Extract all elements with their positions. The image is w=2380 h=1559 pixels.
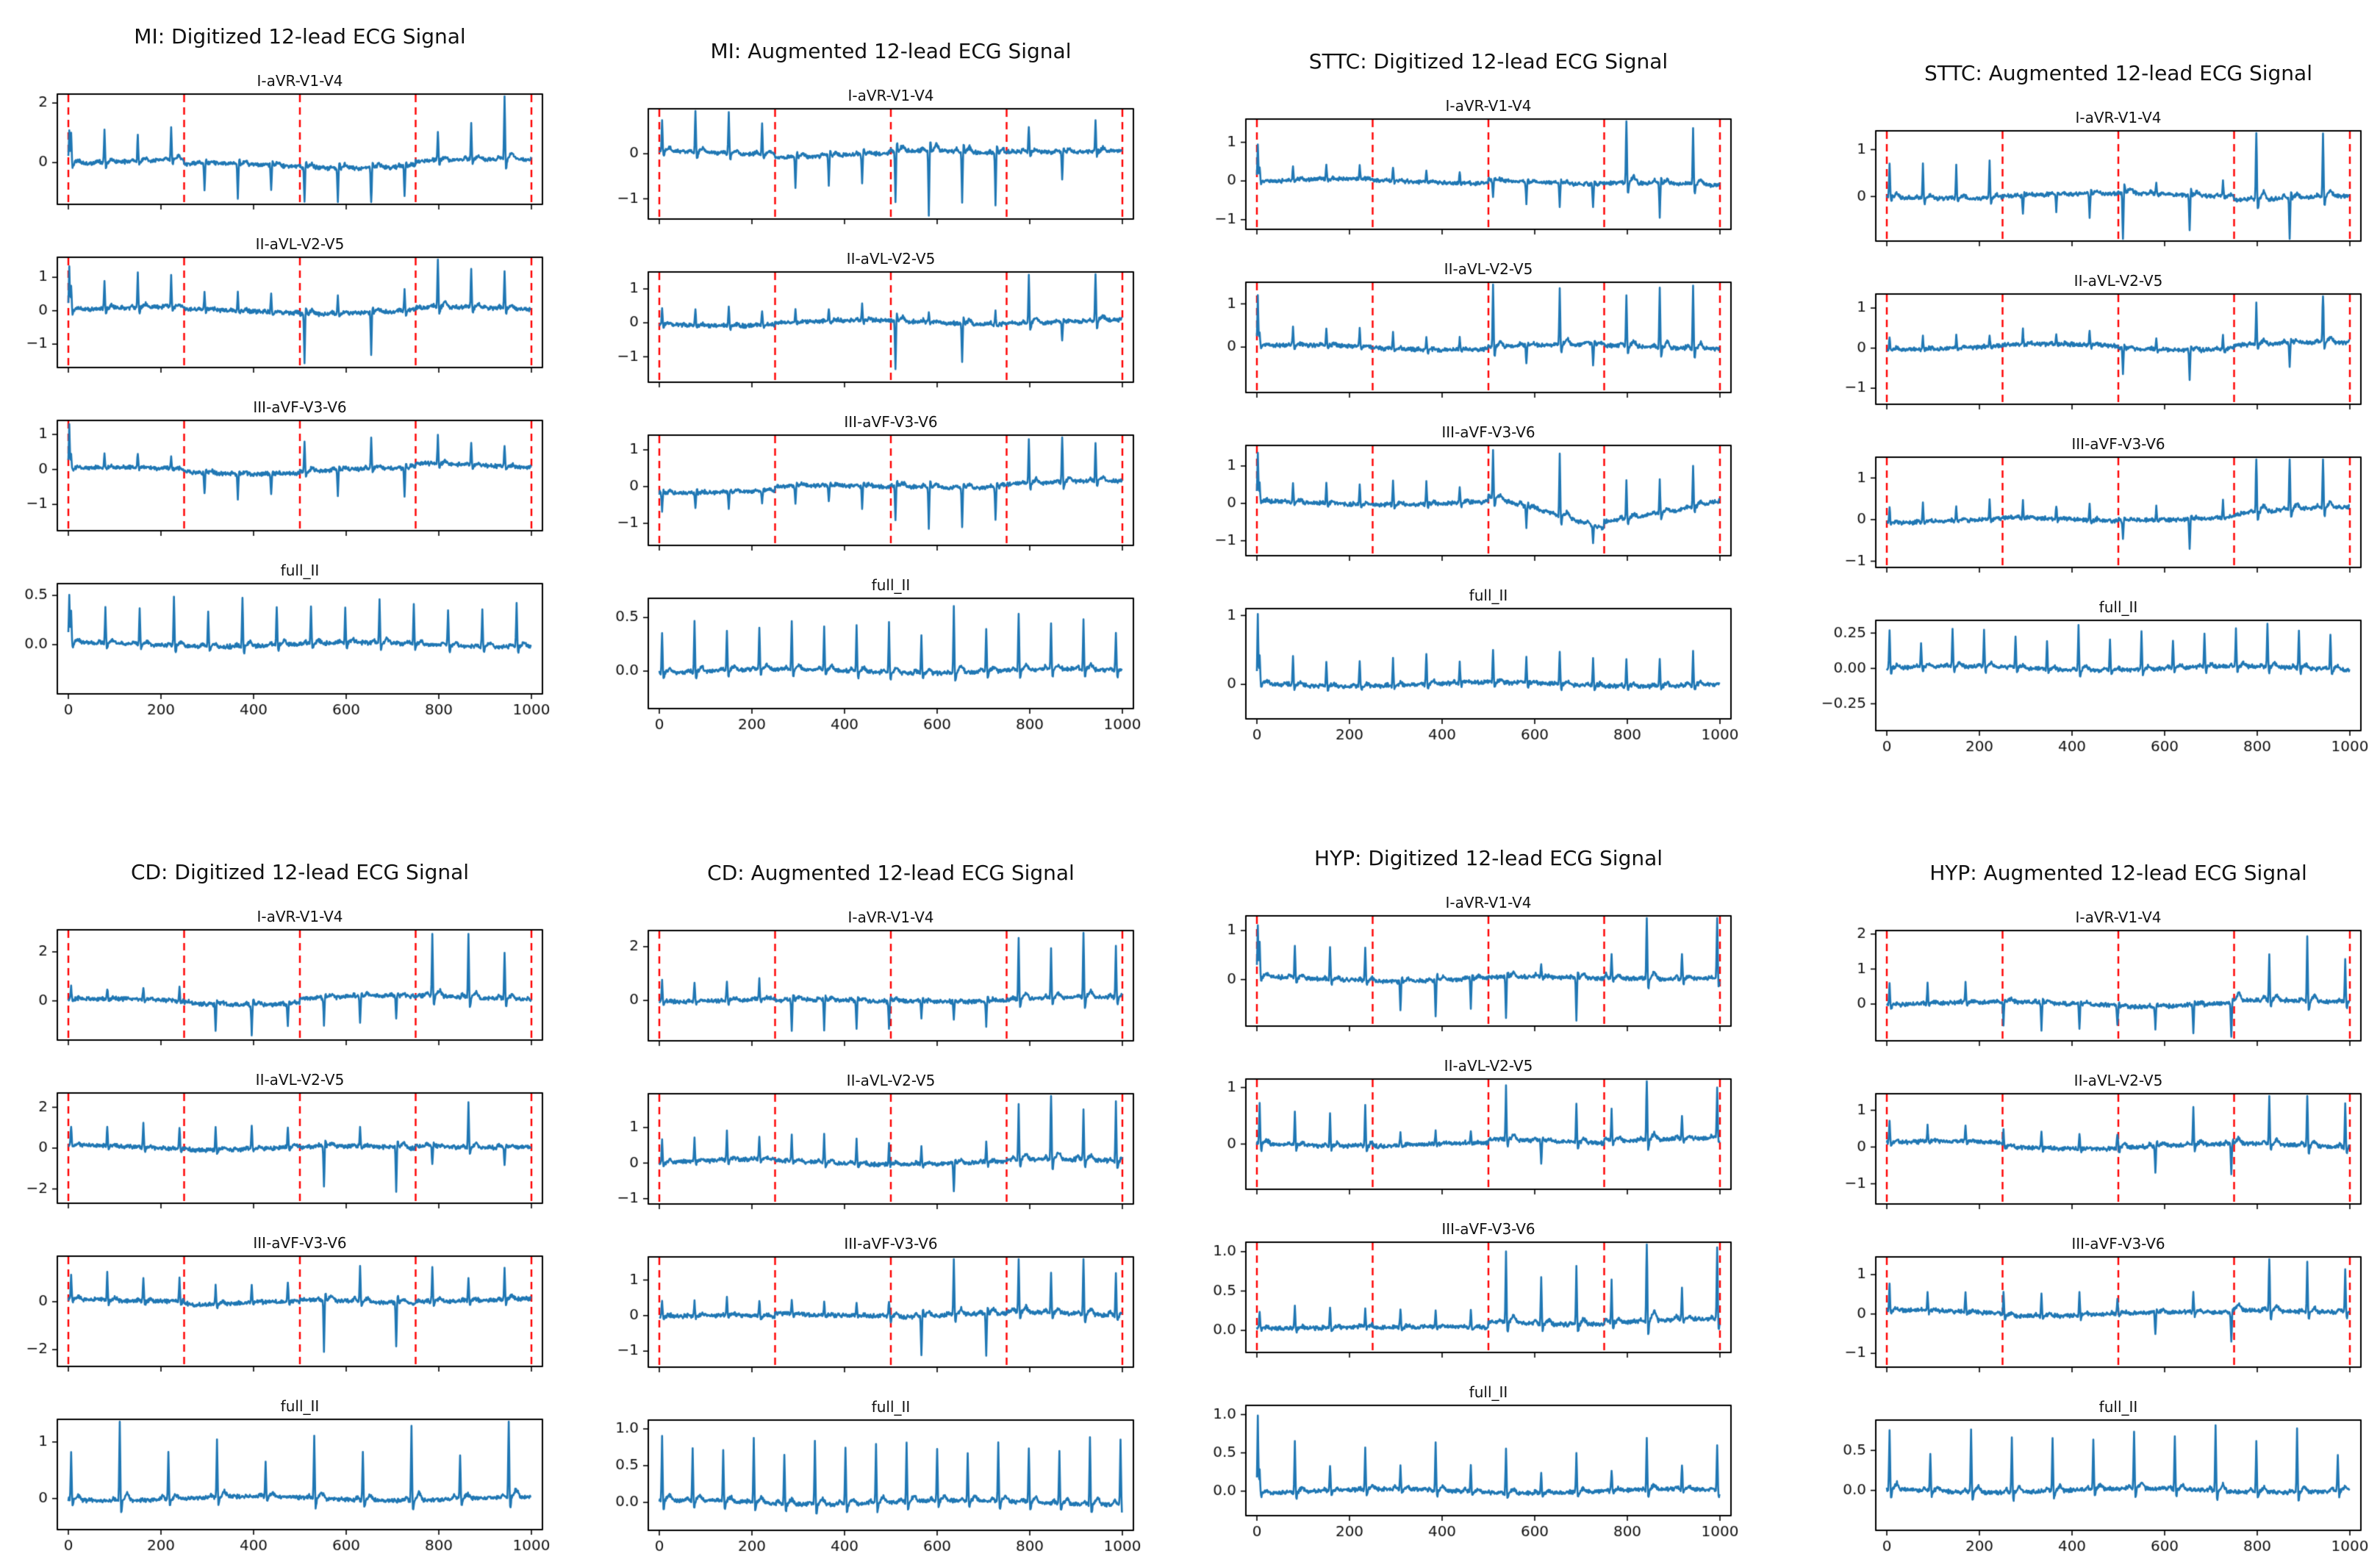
subplot-title: II-aVL-V2-V5 bbox=[2073, 1072, 2163, 1089]
subplot-title: I-aVR-V1-V4 bbox=[2075, 908, 2162, 926]
subplot-title: full_II bbox=[280, 562, 320, 579]
subplot-title: I-aVR-V1-V4 bbox=[2075, 109, 2162, 126]
subplot-title: full_II bbox=[2098, 598, 2138, 616]
subplot-title: I-aVR-V1-V4 bbox=[257, 908, 343, 925]
subplot-title: I-aVR-V1-V4 bbox=[1445, 97, 1532, 115]
subplot-title: I-aVR-V1-V4 bbox=[257, 72, 343, 90]
subplot-title: full_II bbox=[1469, 587, 1508, 604]
subplot-title: II-aVL-V2-V5 bbox=[255, 1071, 345, 1089]
panel-title: CD: Augmented 12-lead ECG Signal bbox=[707, 861, 1075, 885]
subplot-title: III-aVF-V3-V6 bbox=[844, 413, 938, 431]
subplot-title: II-aVL-V2-V5 bbox=[255, 235, 345, 253]
subplot-title: full_II bbox=[1469, 1383, 1508, 1401]
subplot-title: full_II bbox=[2098, 1398, 2138, 1416]
subplot-title: I-aVR-V1-V4 bbox=[1445, 894, 1532, 911]
panel-title: STTC: Augmented 12-lead ECG Signal bbox=[1924, 61, 2312, 85]
subplot-title: II-aVL-V2-V5 bbox=[1444, 260, 1533, 278]
subplot-title: II-aVL-V2-V5 bbox=[846, 1072, 936, 1089]
subplot-title: full_II bbox=[871, 576, 911, 594]
panel-title: MI: Digitized 12-lead ECG Signal bbox=[134, 24, 466, 49]
subplot-title: full_II bbox=[280, 1397, 320, 1415]
panel-title: HYP: Digitized 12-lead ECG Signal bbox=[1313, 846, 1663, 870]
panel-title: MI: Augmented 12-lead ECG Signal bbox=[710, 39, 1072, 63]
subplot-title: II-aVL-V2-V5 bbox=[2073, 272, 2163, 290]
subplot-title: III-aVF-V3-V6 bbox=[2071, 1235, 2165, 1252]
subplot-title: III-aVF-V3-V6 bbox=[2071, 435, 2165, 453]
subplot-title: I-aVR-V1-V4 bbox=[847, 908, 934, 926]
subplot-title: II-aVL-V2-V5 bbox=[846, 250, 936, 268]
panel-title: STTC: Digitized 12-lead ECG Signal bbox=[1308, 49, 1668, 74]
subplot-title: III-aVF-V3-V6 bbox=[253, 1234, 347, 1252]
panel-title: CD: Digitized 12-lead ECG Signal bbox=[130, 860, 470, 884]
subplot-title: I-aVR-V1-V4 bbox=[847, 87, 934, 104]
panel-title: HYP: Augmented 12-lead ECG Signal bbox=[1929, 861, 2307, 885]
subplot-title: III-aVF-V3-V6 bbox=[1441, 423, 1535, 441]
subplot-title: full_II bbox=[871, 1398, 911, 1416]
subplot-title: III-aVF-V3-V6 bbox=[253, 398, 347, 416]
subplot-title: II-aVL-V2-V5 bbox=[1444, 1057, 1533, 1075]
subplot-title: III-aVF-V3-V6 bbox=[1441, 1220, 1535, 1238]
subplot-title: III-aVF-V3-V6 bbox=[844, 1235, 938, 1252]
